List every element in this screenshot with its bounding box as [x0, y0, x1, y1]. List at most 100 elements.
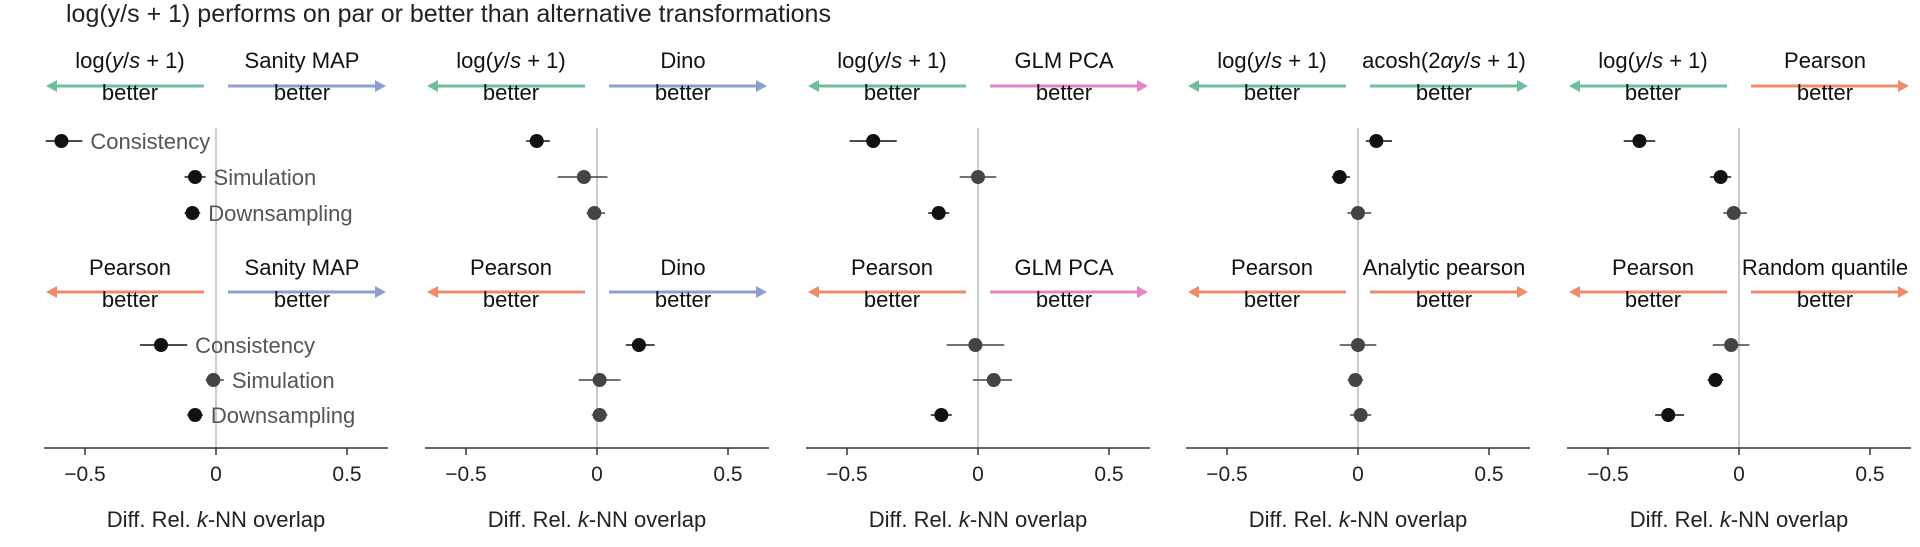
x-tick-label: −0.5 [1587, 463, 1628, 486]
right-method-label: Sanity MAP [245, 255, 360, 280]
right-better-label: better [655, 80, 711, 105]
point-downsampling [928, 206, 950, 220]
left-method-label: Pearson [1231, 255, 1313, 280]
left-better-arrow [808, 286, 966, 298]
arrow-head [1137, 80, 1148, 92]
left-better-arrow [46, 286, 204, 298]
arrow-head [1188, 80, 1199, 92]
left-better-arrow [427, 80, 585, 92]
data-point [1726, 206, 1741, 220]
right-method-label: Analytic pearson [1363, 255, 1526, 280]
point-consistency: Consistency [140, 333, 315, 358]
comparison-row-1: log(y/s + 1) Sanity MAP better better Consis… [45, 48, 386, 226]
x-tick-label: 0 [591, 463, 603, 486]
x-tick-label: 0.5 [1474, 463, 1503, 486]
point-downsampling [1347, 206, 1372, 220]
left-better-arrow [427, 286, 585, 298]
left-better-arrow [1569, 286, 1727, 298]
right-better-arrow [609, 286, 767, 298]
point-simulation: Simulation [184, 165, 316, 190]
data-point [931, 206, 946, 220]
x-tick-label: 0 [1352, 463, 1364, 486]
left-better-label: better [1244, 287, 1300, 312]
point-downsampling [586, 206, 605, 220]
point-consistency [1339, 338, 1377, 352]
data-point [1632, 134, 1647, 148]
x-tick-label: −0.5 [445, 463, 486, 486]
point-downsampling [591, 408, 608, 422]
data-point [971, 170, 985, 184]
x-axis-label: Diff. Rel. k-NN overlap [488, 507, 706, 532]
point-consistency [849, 134, 897, 148]
point-consistency [1365, 134, 1393, 148]
point-consistency: Consistency [45, 129, 210, 154]
point-consistency [1623, 134, 1656, 148]
comparison-row-1: log(y/s + 1) acosh(2αy/s + 1) better better [1188, 48, 1528, 220]
left-better-label: better [864, 80, 920, 105]
x-axis: −0.5 0 0.5 Diff. Rel. k-NN overlap [44, 447, 388, 532]
arrow-head [808, 286, 819, 298]
point-simulation [1331, 170, 1351, 184]
data-point [592, 373, 607, 387]
right-better-label: better [655, 287, 711, 312]
arrow-head [1898, 286, 1909, 298]
point-downsampling [1655, 408, 1684, 422]
series-label: Consistency [195, 333, 315, 358]
point-simulation [1347, 373, 1364, 387]
x-tick-label: 0.5 [1855, 463, 1884, 486]
point-simulation [959, 170, 997, 184]
right-method-label: Random quantile [1742, 255, 1908, 280]
arrow-head [1569, 80, 1580, 92]
arrow-head [46, 80, 57, 92]
point-consistency [526, 134, 550, 148]
arrow-head [756, 80, 767, 92]
data-point [1724, 338, 1739, 352]
right-better-label: better [1416, 287, 1472, 312]
data-point [1332, 170, 1347, 184]
left-better-label: better [483, 287, 539, 312]
x-axis-label: Diff. Rel. k-NN overlap [1249, 507, 1467, 532]
data-point [968, 338, 983, 352]
comparison-row-2: Pearson Sanity MAP better better Consistency… [46, 255, 386, 428]
panel-col1: log(y/s + 1) Sanity MAP better better Consis… [44, 48, 388, 532]
right-method-label: GLM PCA [1014, 48, 1113, 73]
data-point [866, 134, 881, 148]
x-axis: −0.5 0 0.5 Diff. Rel. k-NN overlap [425, 447, 769, 532]
comparison-row-2: Pearson Dino better better [427, 255, 767, 422]
left-method-label: log(y/s + 1) [75, 48, 185, 73]
left-better-arrow [1188, 286, 1346, 298]
series-label: Simulation [232, 368, 335, 393]
x-tick-label: 0.5 [332, 463, 361, 486]
x-tick-label: 0.5 [713, 463, 742, 486]
series-label: Consistency [90, 129, 210, 154]
x-axis-label: Diff. Rel. k-NN overlap [107, 507, 325, 532]
arrow-head [1517, 286, 1528, 298]
point-simulation: Simulation [205, 368, 335, 393]
left-method-label: Pearson [1612, 255, 1694, 280]
x-tick-label: 0 [972, 463, 984, 486]
data-point [153, 338, 168, 352]
point-simulation [1707, 373, 1724, 387]
right-better-label: better [1797, 80, 1853, 105]
data-point [1369, 134, 1384, 148]
data-point [1708, 373, 1723, 387]
data-point [206, 373, 221, 387]
data-point [1713, 170, 1728, 184]
panel-col3: log(y/s + 1) GLM PCA better better Pearson GL… [806, 48, 1150, 532]
point-simulation [578, 373, 621, 387]
left-better-arrow [1188, 80, 1346, 92]
point-simulation [1710, 170, 1732, 184]
point-downsampling [1723, 206, 1747, 220]
x-tick-label: −0.5 [1206, 463, 1247, 486]
arrow-head [1569, 286, 1580, 298]
right-method-label: Dino [660, 255, 705, 280]
x-axis-label: Diff. Rel. k-NN overlap [869, 507, 1087, 532]
left-better-label: better [1244, 80, 1300, 105]
x-axis-label: Diff. Rel. k-NN overlap [1630, 507, 1848, 532]
arrow-head [756, 286, 767, 298]
left-better-arrow [808, 80, 966, 92]
right-better-label: better [274, 80, 330, 105]
right-better-arrow [609, 80, 767, 92]
left-method-label: Pearson [470, 255, 552, 280]
arrow-head [1517, 80, 1528, 92]
